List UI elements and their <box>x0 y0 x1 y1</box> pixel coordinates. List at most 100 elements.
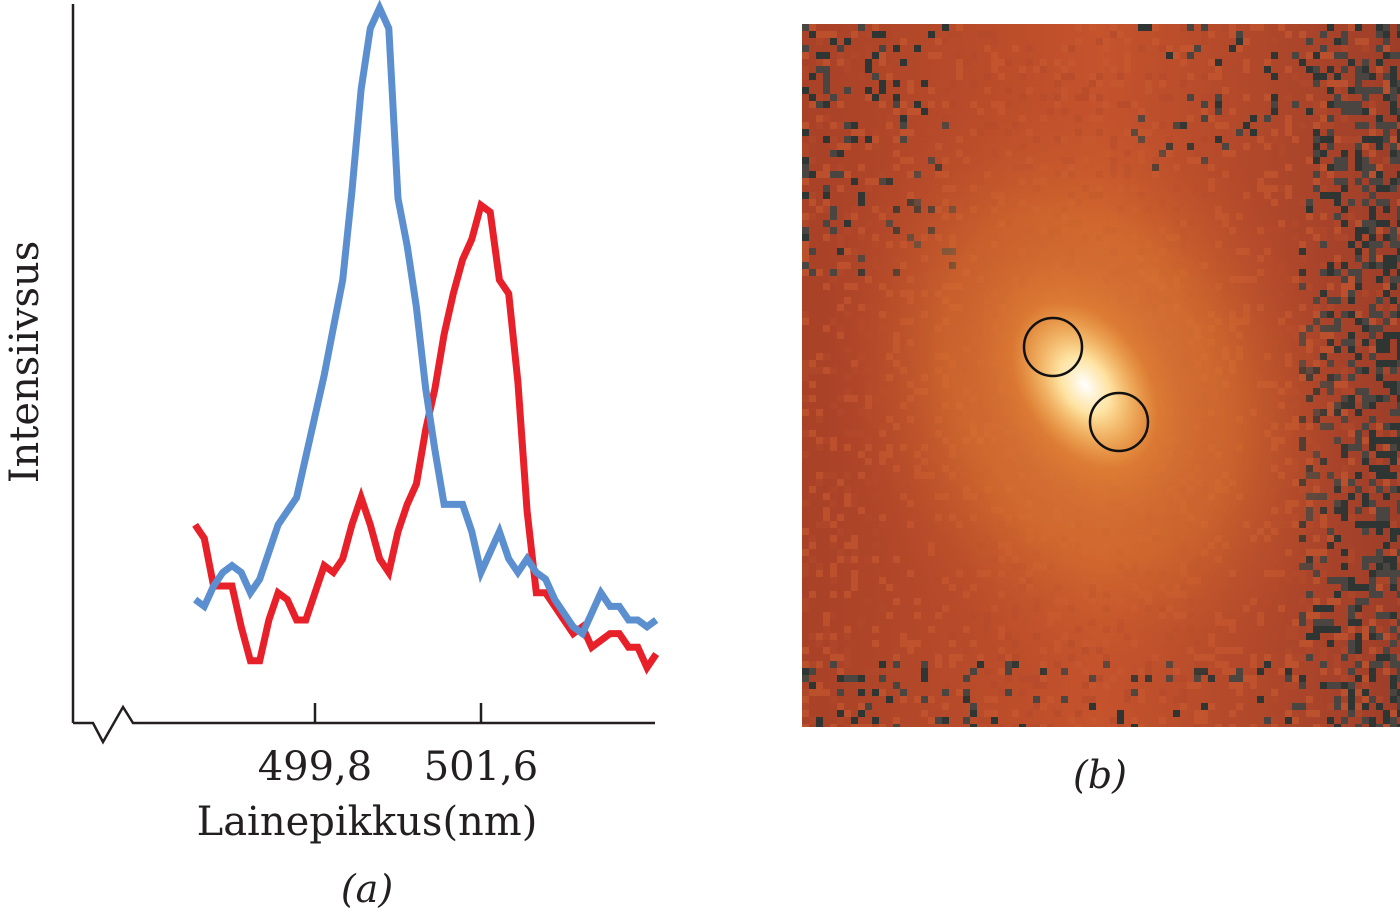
field-pixel <box>1355 654 1362 661</box>
noise-pixel <box>809 682 816 689</box>
noise-pixel <box>1390 675 1397 682</box>
field-pixel <box>802 248 809 255</box>
noise-pixel <box>1334 297 1341 304</box>
field-pixel <box>823 59 830 66</box>
noise-pixel <box>1397 570 1400 577</box>
noise-pixel <box>1397 136 1400 143</box>
noise-pixel <box>1341 577 1348 584</box>
noise-pixel <box>879 31 886 38</box>
field-pixel <box>1334 661 1341 668</box>
noise-pixel <box>1369 87 1376 94</box>
field-pixel <box>1376 66 1383 73</box>
noise-pixel <box>1362 584 1369 591</box>
noise-pixel <box>1250 115 1257 122</box>
field-pixel <box>1250 675 1257 682</box>
noise-pixel <box>830 150 837 157</box>
noise-pixel <box>1271 101 1278 108</box>
spectrum-chart: 499,8 501,6 Intensiivsus Lainepikkus(nm) … <box>2 0 660 911</box>
noise-pixel <box>1362 689 1369 696</box>
noise-pixel <box>1383 654 1390 661</box>
field-pixel <box>935 52 942 59</box>
field-pixel <box>1306 647 1313 654</box>
noise-pixel <box>1369 192 1376 199</box>
x-tick-label: 499,8 <box>258 744 373 790</box>
field-pixel <box>1306 94 1313 101</box>
noise-pixel <box>1355 276 1362 283</box>
field-pixel <box>809 192 816 199</box>
field-pixel <box>1369 318 1376 325</box>
field-pixel <box>1362 626 1369 633</box>
field-pixel <box>1138 45 1145 52</box>
field-pixel <box>977 31 984 38</box>
noise-pixel <box>893 94 900 101</box>
field-pixel <box>865 52 872 59</box>
noise-pixel <box>1390 444 1397 451</box>
field-pixel <box>844 143 851 150</box>
noise-pixel <box>1341 276 1348 283</box>
noise-pixel <box>1376 472 1383 479</box>
field-pixel <box>816 633 823 640</box>
field-pixel <box>956 689 963 696</box>
noise-pixel <box>928 31 935 38</box>
noise-pixel <box>1376 115 1383 122</box>
noise-pixel <box>1362 87 1369 94</box>
noise-pixel <box>1362 66 1369 73</box>
field-pixel <box>872 129 879 136</box>
noise-pixel <box>1320 73 1327 80</box>
field-pixel <box>823 633 830 640</box>
field-pixel <box>1033 703 1040 710</box>
noise-pixel <box>1376 45 1383 52</box>
field-pixel <box>837 668 844 675</box>
noise-pixel <box>844 87 851 94</box>
field-pixel <box>802 360 809 367</box>
field-pixel <box>1180 45 1187 52</box>
noise-pixel <box>851 178 858 185</box>
x-axis-line-with-break <box>73 704 655 745</box>
noise-pixel <box>1313 136 1320 143</box>
field-pixel <box>1376 290 1383 297</box>
field-pixel <box>837 164 844 171</box>
field-pixel <box>1271 689 1278 696</box>
noise-pixel <box>1376 612 1383 619</box>
noise-pixel <box>1390 423 1397 430</box>
field-pixel <box>1152 24 1159 31</box>
noise-pixel <box>837 45 844 52</box>
noise-pixel <box>1362 563 1369 570</box>
noise-pixel <box>1397 31 1400 38</box>
noise-pixel <box>1264 66 1271 73</box>
noise-pixel <box>858 675 865 682</box>
series-line-red <box>192 199 660 675</box>
field-pixel <box>1103 59 1110 66</box>
noise-pixel <box>1362 199 1369 206</box>
noise-pixel <box>1348 269 1355 276</box>
field-pixel <box>928 626 935 633</box>
noise-pixel <box>1390 367 1397 374</box>
noise-pixel <box>1390 157 1397 164</box>
field-pixel <box>1383 549 1390 556</box>
field-pixel <box>1341 234 1348 241</box>
noise-pixel <box>1390 311 1397 318</box>
field-pixel <box>851 52 858 59</box>
noise-pixel <box>942 689 949 696</box>
field-pixel <box>949 640 956 647</box>
field-pixel <box>879 577 886 584</box>
field-pixel <box>1257 136 1264 143</box>
field-pixel <box>1313 227 1320 234</box>
field-pixel <box>1369 451 1376 458</box>
noise-pixel <box>1348 696 1355 703</box>
noise-pixel <box>1341 52 1348 59</box>
noise-pixel <box>1341 584 1348 591</box>
field-pixel <box>830 535 837 542</box>
field-pixel <box>837 59 844 66</box>
noise-pixel <box>893 80 900 87</box>
field-pixel <box>1236 45 1243 52</box>
field-pixel <box>823 647 830 654</box>
noise-pixel <box>1201 24 1208 31</box>
field-pixel <box>921 38 928 45</box>
noise-pixel <box>1320 241 1327 248</box>
noise-pixel <box>893 45 900 52</box>
field-pixel <box>1341 45 1348 52</box>
field-pixel <box>830 437 837 444</box>
field-pixel <box>816 416 823 423</box>
noise-pixel <box>1327 192 1334 199</box>
